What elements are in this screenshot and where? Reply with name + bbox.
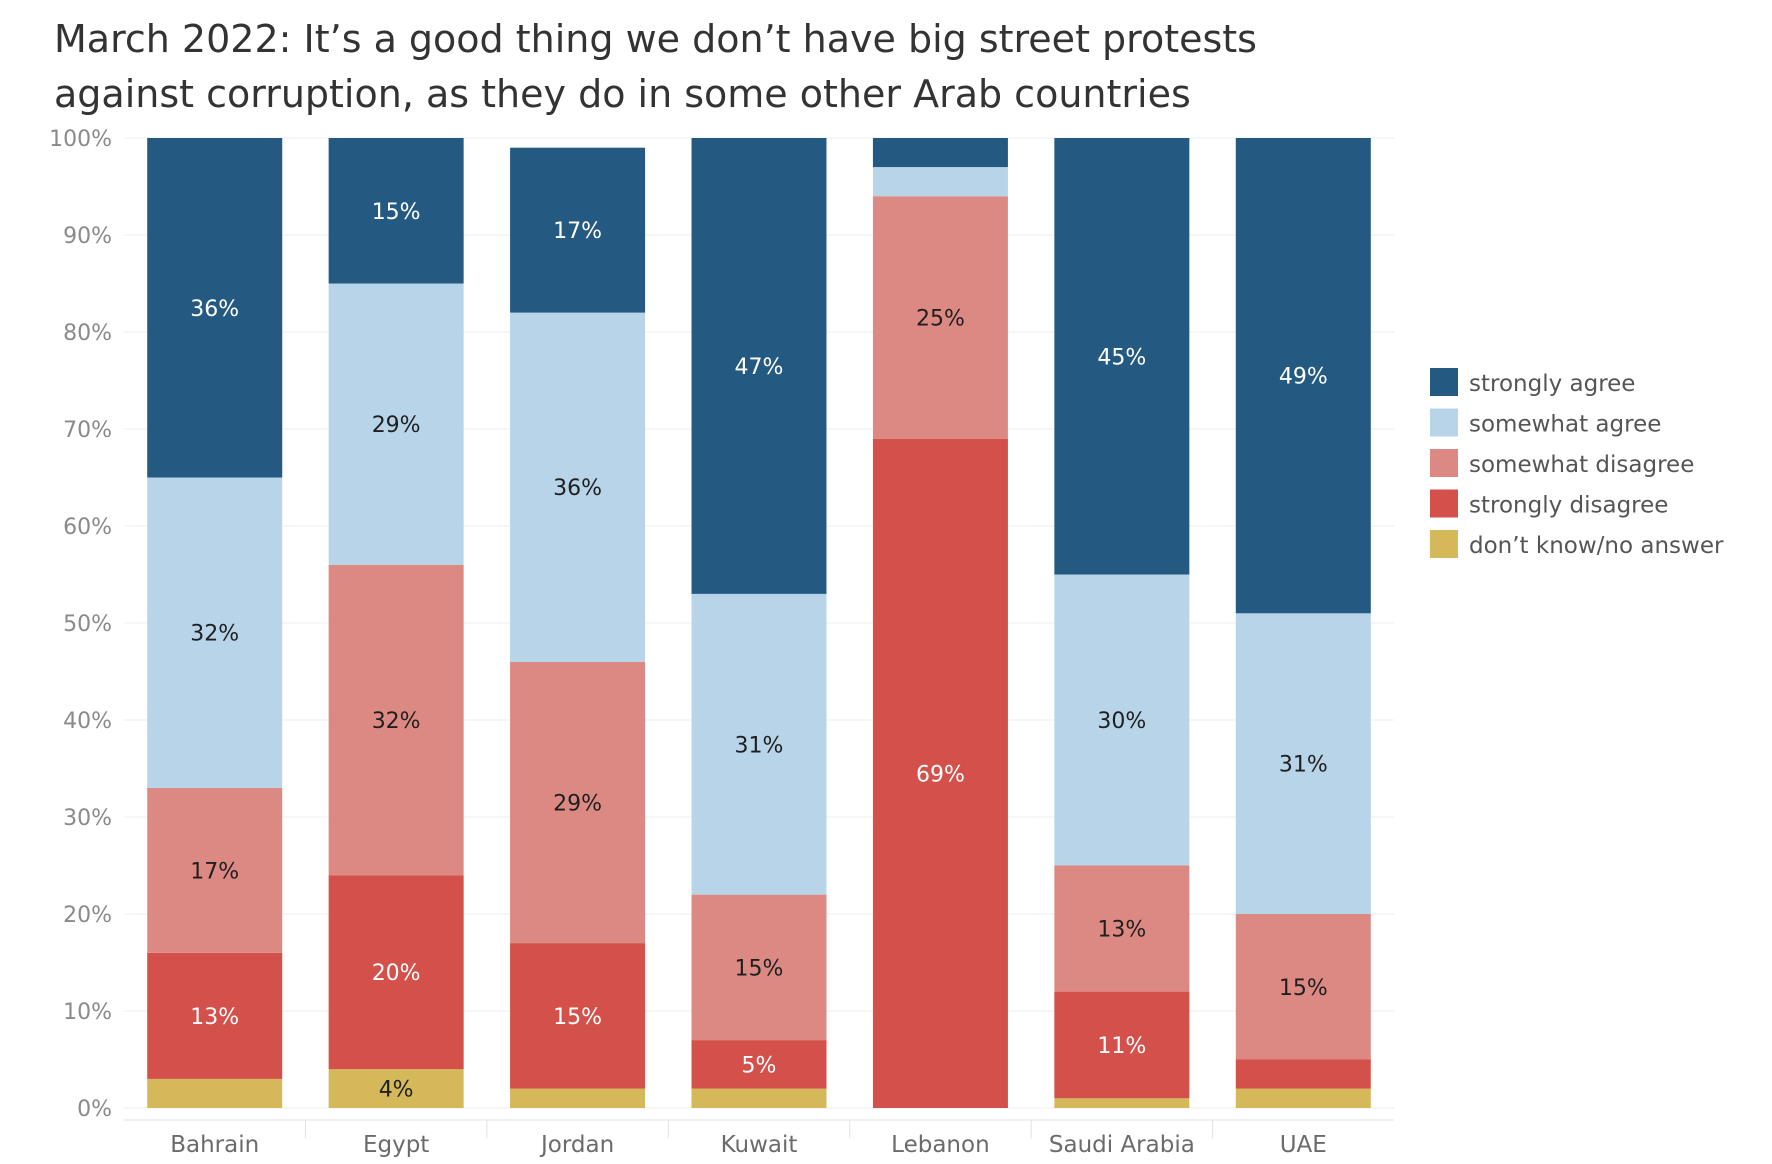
bar-segment: [510, 147, 646, 313]
data-label: 11%: [1097, 1034, 1146, 1059]
data-label: 31%: [735, 733, 784, 758]
bar-segment: [691, 894, 827, 1041]
bar-segment: [1235, 138, 1371, 614]
bar-segment: [328, 1069, 464, 1108]
bar-segment: [147, 952, 283, 1079]
y-tick-label: 20%: [63, 903, 112, 928]
bar-segment: [510, 312, 646, 662]
chart-title: March 2022: It’s a good thing we don’t h…: [54, 17, 1257, 116]
data-label: 15%: [1279, 976, 1328, 1001]
bar-segment: [1235, 1088, 1371, 1108]
category-label: Lebanon: [891, 1132, 989, 1158]
y-tick-label: 80%: [63, 321, 112, 346]
category-label: Kuwait: [721, 1132, 798, 1158]
legend-label: don’t know/no answer: [1469, 533, 1724, 559]
bar-segment: [328, 564, 464, 876]
data-label: 5%: [742, 1053, 777, 1078]
category-label: UAE: [1280, 1132, 1327, 1158]
legend-label: strongly agree: [1469, 371, 1635, 397]
data-label: 69%: [916, 762, 965, 787]
bar-segment: [872, 167, 1008, 197]
y-tick-label: 10%: [63, 1000, 112, 1025]
bar-segment: [328, 875, 464, 1070]
bar-segment: [510, 661, 646, 944]
category-label: Jordan: [539, 1132, 614, 1158]
bar-segment: [691, 1088, 827, 1108]
bar-segment: [1054, 138, 1190, 575]
data-label: 13%: [190, 1005, 239, 1030]
bar-segment: [1235, 914, 1371, 1060]
legend-swatch: [1430, 530, 1458, 558]
data-label: 36%: [190, 297, 239, 322]
y-tick-label: 70%: [63, 418, 112, 443]
bar-segment: [1235, 1059, 1371, 1089]
y-tick-label: 60%: [63, 515, 112, 540]
data-label: 32%: [372, 709, 421, 734]
bar-segment: [1054, 991, 1190, 1099]
legend-swatch: [1430, 489, 1458, 518]
data-label: 15%: [553, 1005, 602, 1030]
bar-segment: [691, 593, 827, 895]
x-axis: Bahrain Egypt Jordan Kuwait Lebanon Saudi Ara…: [124, 1119, 1394, 1158]
legend: strongly agree somewhat agree somewhat dis…: [1430, 368, 1724, 559]
y-tick-label: 40%: [63, 709, 112, 734]
bar-segment: [147, 1078, 283, 1108]
bar-segment: [872, 196, 1008, 439]
bar-segment: [872, 138, 1008, 168]
data-label: 49%: [1279, 365, 1328, 390]
bar-segment: [147, 787, 283, 953]
y-tick-label: 0%: [77, 1097, 112, 1122]
data-label: 15%: [372, 200, 421, 225]
bar-segment: [1054, 1098, 1190, 1108]
category-label: Egypt: [363, 1132, 429, 1158]
data-label: 29%: [372, 413, 421, 438]
data-label: 32%: [190, 622, 239, 647]
bar-segment: [147, 477, 283, 788]
legend-swatch: [1430, 368, 1458, 396]
category-label: Saudi Arabia: [1049, 1132, 1195, 1158]
bar-segment: [691, 138, 827, 594]
legend-label: somewhat disagree: [1469, 452, 1694, 478]
data-labels: 13% 17% 32% 36% 4% 20% 32% 29% 15% 15% 29% 36% 17% 5%…: [190, 200, 1327, 1103]
y-tick-label: 50%: [63, 612, 112, 637]
bars: [147, 138, 1371, 1108]
legend-swatch: [1430, 408, 1458, 437]
data-label: 17%: [190, 859, 239, 884]
bar-segment: [510, 1088, 646, 1108]
data-label: 45%: [1097, 345, 1146, 370]
category-label: Bahrain: [170, 1132, 259, 1158]
data-label: 29%: [553, 791, 602, 816]
bar-segment: [328, 138, 464, 284]
data-label: 17%: [553, 219, 602, 244]
data-label: 31%: [1279, 753, 1328, 778]
bar-segment: [1235, 613, 1371, 914]
data-label: 36%: [553, 476, 602, 501]
y-tick-label: 100%: [49, 127, 112, 152]
bar-segment: [510, 943, 646, 1089]
data-label: 30%: [1097, 709, 1146, 734]
bar-segment: [872, 438, 1008, 1108]
bar-segment: [1054, 865, 1190, 992]
data-label: 4%: [379, 1078, 414, 1103]
bar-segment: [147, 138, 283, 478]
y-tick-label: 90%: [63, 224, 112, 249]
y-tick-label: 30%: [63, 806, 112, 831]
data-label: 15%: [735, 956, 784, 981]
y-axis: 0% 10% 20% 30% 40% 50% 60% 70% 80% 90% 100%: [49, 127, 112, 1122]
bar-segment: [328, 283, 464, 565]
legend-label: somewhat agree: [1469, 412, 1661, 438]
data-label: 25%: [916, 306, 965, 331]
legend-label: strongly disagree: [1469, 493, 1668, 519]
bar-segment: [1054, 574, 1190, 866]
legend-swatch: [1430, 449, 1458, 477]
data-label: 20%: [372, 961, 421, 986]
data-label: 47%: [735, 355, 784, 380]
data-label: 13%: [1097, 918, 1146, 943]
bar-segment: [691, 1040, 827, 1089]
